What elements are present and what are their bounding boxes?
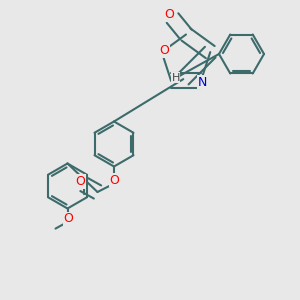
Text: O: O — [76, 175, 85, 188]
Text: N: N — [198, 76, 207, 88]
Text: O: O — [110, 173, 119, 187]
Text: O: O — [165, 8, 174, 22]
Text: H: H — [172, 73, 180, 82]
Text: O: O — [63, 212, 73, 226]
Text: O: O — [159, 44, 169, 57]
